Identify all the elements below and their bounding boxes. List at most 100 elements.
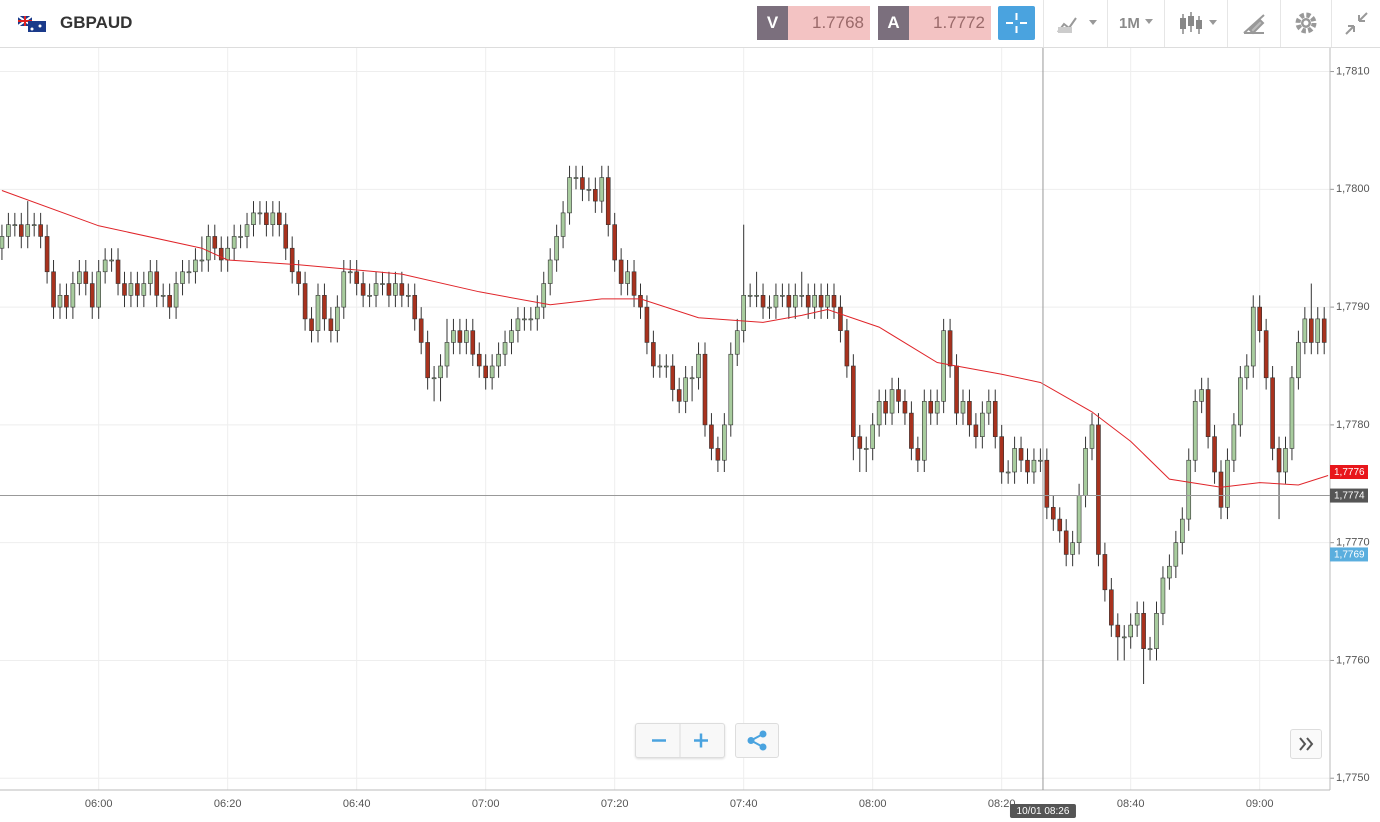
candle-body [122,283,127,296]
collapse-button[interactable] [1331,0,1380,47]
ask-tag[interactable]: A [878,6,909,40]
candle-body [496,353,501,367]
candle-body [773,295,779,308]
y-tick-label: 1,7750 [1336,772,1370,784]
candle-body [212,236,218,249]
candle-body [560,212,566,237]
x-tick-label: 07:20 [601,798,629,810]
candle-body [444,342,450,367]
crosshair-button[interactable] [998,6,1035,40]
candle-body [347,271,353,274]
candle-body [1063,530,1069,555]
x-tick-label: 09:00 [1246,798,1274,810]
share-button[interactable] [735,723,779,758]
candle-body [728,353,734,426]
candle-body [780,295,785,297]
candle-body [754,295,759,297]
candle-body [405,295,411,297]
candle-body [928,401,934,414]
candle-body [831,295,837,308]
candle-body [593,189,598,202]
x-tick-label: 08:40 [1117,798,1145,810]
candle-body [851,365,856,437]
candle-body [1263,330,1269,379]
candle-body [1154,613,1159,649]
candle-body [399,283,405,296]
crosshair-time-box [1009,804,1076,818]
candle-body [702,353,708,426]
candle-body [489,365,495,379]
candle-body [1057,518,1063,532]
bid-price[interactable]: 1.7768 [788,6,870,40]
candle-body [954,365,959,414]
candle-body [805,295,811,308]
candle-body [863,448,869,450]
candle-body [902,401,908,414]
draw-icon [1243,14,1265,35]
candle-body [109,259,114,262]
ask-price[interactable]: 1.7772 [909,6,991,40]
chart-type-button[interactable] [1164,0,1227,47]
candle-body [1096,424,1101,555]
settings-button[interactable] [1280,0,1331,47]
candle-body [57,295,63,308]
x-tick-label: 08:20 [988,798,1016,810]
candle-body [934,401,940,414]
indicator-button[interactable] [1043,0,1107,47]
candle-body [380,283,385,285]
settings-icon [1295,12,1317,34]
candle-body [1160,577,1166,614]
candle-body [1070,542,1075,555]
chart: 06:00 06:20 06:40 07:00 07:20 07:40 08:00 08:20… [0,48,1370,818]
candle-body [302,283,308,320]
candle-body [354,271,359,284]
candle-body [915,448,921,461]
candle-body [722,424,727,461]
crosshair-icon [1006,13,1027,33]
candle-body [393,283,398,296]
candle-body [1289,377,1295,449]
candle-body [1238,377,1243,426]
candle-body [218,247,224,261]
crosshair-price-box [1330,488,1368,503]
y-tick-label: 1,7780 [1336,419,1370,431]
candle-body [309,318,314,331]
candle-body [289,247,295,273]
candle-body [883,401,888,414]
candle-body [360,283,366,296]
candle-body [173,283,179,308]
candle-body [986,401,992,414]
crosshair-price-label: 1,7774 [1334,491,1365,502]
candle-body [199,259,205,262]
candle-body [870,424,875,449]
candle-body [767,306,772,309]
x-tick-label: 06:20 [214,798,242,810]
moving-average [1,190,1329,488]
candle-body [638,295,643,308]
candle-body [522,318,527,321]
bid-tag[interactable]: V [757,6,788,40]
timeframe-button[interactable]: 1M [1107,0,1164,47]
candle-body [534,306,540,320]
scroll-end-button[interactable] [1290,729,1322,759]
candle-body [876,401,882,426]
price-marker [1330,547,1368,562]
candle-body [657,365,663,368]
candle-body [1186,459,1192,520]
candle-body [799,295,805,297]
candle-body [470,330,476,355]
zoom-icons[interactable] [636,724,724,757]
candle-body [896,389,901,402]
candle-body [889,389,895,414]
candle-body [1218,471,1224,508]
candle-body [644,306,650,343]
candle-body [999,436,1004,473]
candle-body [612,224,617,261]
candle-body [264,212,269,225]
draw-button[interactable] [1227,0,1280,47]
crosshair-time-label: 10/01 08:26 [1017,806,1070,817]
candle-body [599,177,605,202]
toolbar: GBPAUD V 1.7768 A 1.7772 1M [0,0,1380,48]
x-tick-label: 07:40 [730,798,758,810]
dropdown-icon [1145,19,1153,24]
